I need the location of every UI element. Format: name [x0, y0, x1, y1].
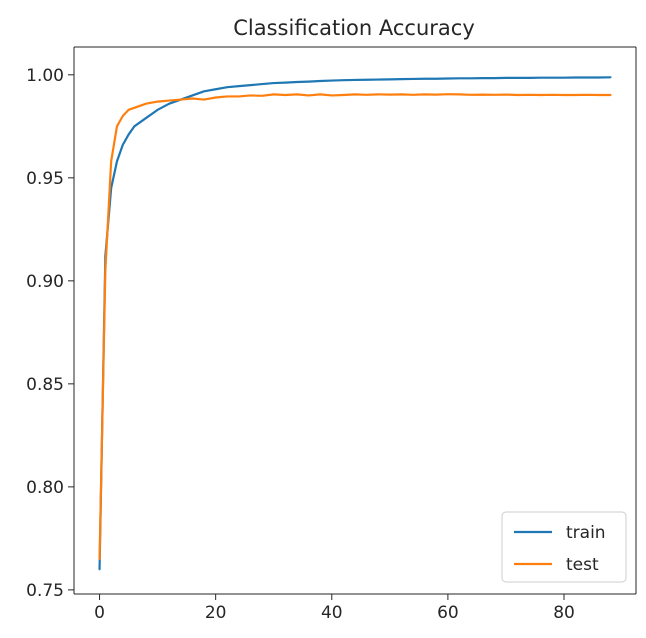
y-tick-label: 0.85 [26, 375, 64, 395]
y-tick-label: 0.80 [26, 478, 64, 498]
series-layer [98, 76, 612, 571]
x-tick-label: 0 [94, 603, 105, 623]
legend: train test [501, 511, 627, 583]
axes-layer: 0.75 0.80 0.85 0.90 0.95 1.00 0 20 40 60 80 [26, 46, 637, 623]
x-tick-label: 60 [437, 603, 459, 623]
y-tick-label: 0.90 [26, 272, 64, 292]
plot-area [74, 47, 636, 594]
x-tick-label: 20 [205, 603, 227, 623]
chart-title: Classification Accuracy [233, 16, 475, 40]
legend-box [501, 511, 627, 583]
legend-label-test: test [566, 555, 599, 575]
series-line-test [98, 93, 612, 561]
y-tick-label: 0.75 [26, 581, 64, 601]
x-tick-label: 80 [553, 603, 575, 623]
x-tick-label: 40 [321, 603, 343, 623]
legend-label-train: train [566, 523, 606, 543]
plot-background [74, 47, 636, 594]
y-tick-label: 0.95 [26, 169, 64, 189]
y-tick-label: 1.00 [26, 66, 64, 86]
series-line-train [98, 76, 612, 571]
